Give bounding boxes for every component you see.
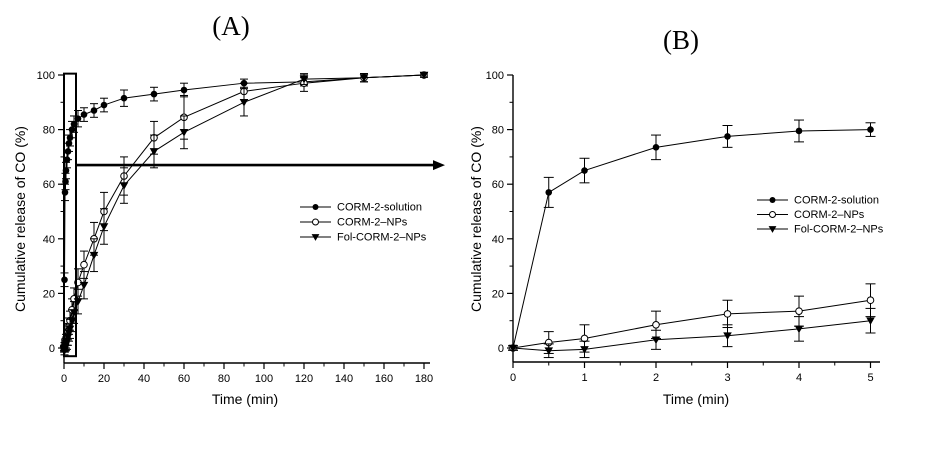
panel-a-x-tick-label: 80 <box>218 373 230 385</box>
panel-b-y-tick-label: 40 <box>492 234 504 246</box>
panel-b-x-tick-label: 0 <box>510 372 516 384</box>
panel-a-y-tick-label: 40 <box>43 234 55 246</box>
panel-a-x-tick-label: 20 <box>98 373 110 385</box>
panel-a-legend-label: CORM-2-solution <box>337 202 422 214</box>
panel-b-x-tick-label: 4 <box>796 372 802 384</box>
marker-filled-triangle-down <box>119 182 129 190</box>
panel-a-y-tick-label: 80 <box>43 125 55 137</box>
marker-filled-circle <box>312 204 319 210</box>
marker-filled-circle <box>180 86 188 94</box>
panel-b-yaxis-title: Cumulative release of CO (%) <box>468 126 484 312</box>
marker-filled-triangle-down <box>544 347 554 356</box>
marker-filled-circle <box>867 126 874 133</box>
panel-b-legend-label: CORM-2–NPs <box>794 209 865 221</box>
panel-a-x-tick-label: 140 <box>335 373 353 385</box>
marker-filled-triangle-down <box>794 325 804 334</box>
panel-b-legend-label: Fol-CORM-2–NPs <box>794 224 884 236</box>
panel-a-y-tick-label: 0 <box>49 343 55 355</box>
panel-b-x-tick-label: 2 <box>653 372 659 384</box>
panel-b-series-line-corm-2-solution <box>512 129 871 349</box>
marker-filled-circle <box>581 167 588 174</box>
panel-b-y-tick-label: 80 <box>492 125 504 137</box>
marker-open-circle <box>80 260 88 269</box>
panel-a-y-tick-label: 20 <box>43 288 55 300</box>
panel-a-highlight-box <box>63 72 77 358</box>
marker-filled-circle <box>80 111 88 118</box>
marker-filled-triangle-down <box>63 333 73 342</box>
marker-open-circle <box>795 307 803 315</box>
panel-a-y-tick-label: 100 <box>37 70 55 82</box>
panel-a-yaxis-title: Cumulative release of CO (%) <box>12 126 28 312</box>
marker-filled-circle <box>64 148 72 155</box>
marker-filled-triangle-down <box>580 346 589 354</box>
marker-filled-triangle-down <box>723 332 732 341</box>
marker-filled-circle <box>100 101 108 109</box>
panel-a-xaxis-title: Time (min) <box>211 391 279 407</box>
panel-b-x-tick-label: 3 <box>724 372 730 384</box>
marker-filled-circle <box>795 127 803 135</box>
marker-open-circle <box>866 296 875 305</box>
marker-filled-triangle-down <box>311 234 320 241</box>
marker-filled-triangle-down <box>149 148 159 156</box>
marker-filled-circle <box>90 107 98 114</box>
marker-filled-circle <box>769 197 776 203</box>
panel-a-x-tick-label: 160 <box>375 373 393 385</box>
marker-filled-circle <box>65 139 73 147</box>
panel-a-x-tick-label: 60 <box>178 373 190 385</box>
marker-filled-circle <box>652 144 660 151</box>
panel-b-y-tick-label: 100 <box>486 70 504 82</box>
panel-b-x-tick-label: 5 <box>867 372 873 384</box>
panel-a-legend-label: CORM-2–NPs <box>337 217 408 229</box>
marker-filled-triangle-down <box>359 74 369 83</box>
marker-filled-triangle-down <box>239 99 249 107</box>
marker-filled-circle <box>724 133 731 140</box>
marker-filled-triangle-down <box>89 251 99 260</box>
marker-open-circle <box>769 211 776 218</box>
marker-filled-circle <box>66 134 74 142</box>
panel-a-annotation-arrow-head <box>433 160 445 171</box>
panel-b-y-tick-label: 60 <box>492 179 504 191</box>
panel-a-x-tick-label: 100 <box>255 373 273 385</box>
marker-filled-circle <box>150 90 158 98</box>
panel-a-legend-label: Fol-CORM-2–NPs <box>337 232 427 244</box>
panel-a-x-tick-label: 40 <box>138 373 150 385</box>
panel-b-series-line-corm-2-nps <box>512 299 871 349</box>
panel-b-y-tick-label: 20 <box>492 288 504 300</box>
panel-b-y-tick-label: 0 <box>498 343 504 355</box>
marker-filled-circle <box>120 94 128 102</box>
marker-filled-triangle-down <box>866 317 875 325</box>
panel-b-xaxis-title: Time (min) <box>662 391 730 407</box>
marker-filled-triangle-down <box>299 75 309 84</box>
marker-filled-triangle-down <box>65 325 75 334</box>
panel-b-title: (B) <box>663 25 699 55</box>
marker-filled-triangle-down <box>64 329 74 338</box>
marker-open-circle <box>312 218 319 226</box>
panel-b-x-tick-label: 1 <box>581 372 587 384</box>
panel-a-y-tick-label: 60 <box>43 179 55 191</box>
marker-filled-triangle-down <box>768 226 777 233</box>
panel-a-x-tick-label: 180 <box>415 373 433 385</box>
panel-b-series-line-fol-corm-2-nps <box>512 320 871 352</box>
marker-filled-triangle-down <box>179 129 189 137</box>
marker-filled-circle <box>63 156 71 163</box>
marker-filled-triangle-down <box>651 336 661 345</box>
marker-filled-circle <box>545 189 553 196</box>
panel-a-x-tick-label: 0 <box>61 373 67 385</box>
panel-b-legend-label: CORM-2-solution <box>794 195 879 207</box>
marker-filled-triangle-down <box>419 71 429 80</box>
panel-a-title: (A) <box>212 11 250 41</box>
marker-filled-triangle-down <box>67 317 77 325</box>
marker-open-circle <box>652 320 660 329</box>
marker-filled-triangle-down <box>79 281 89 290</box>
marker-open-circle <box>723 310 732 318</box>
marker-filled-triangle-down <box>508 344 518 353</box>
panel-a-x-tick-label: 120 <box>295 373 313 385</box>
marker-filled-circle <box>68 126 76 133</box>
marker-filled-triangle-down <box>99 223 109 231</box>
